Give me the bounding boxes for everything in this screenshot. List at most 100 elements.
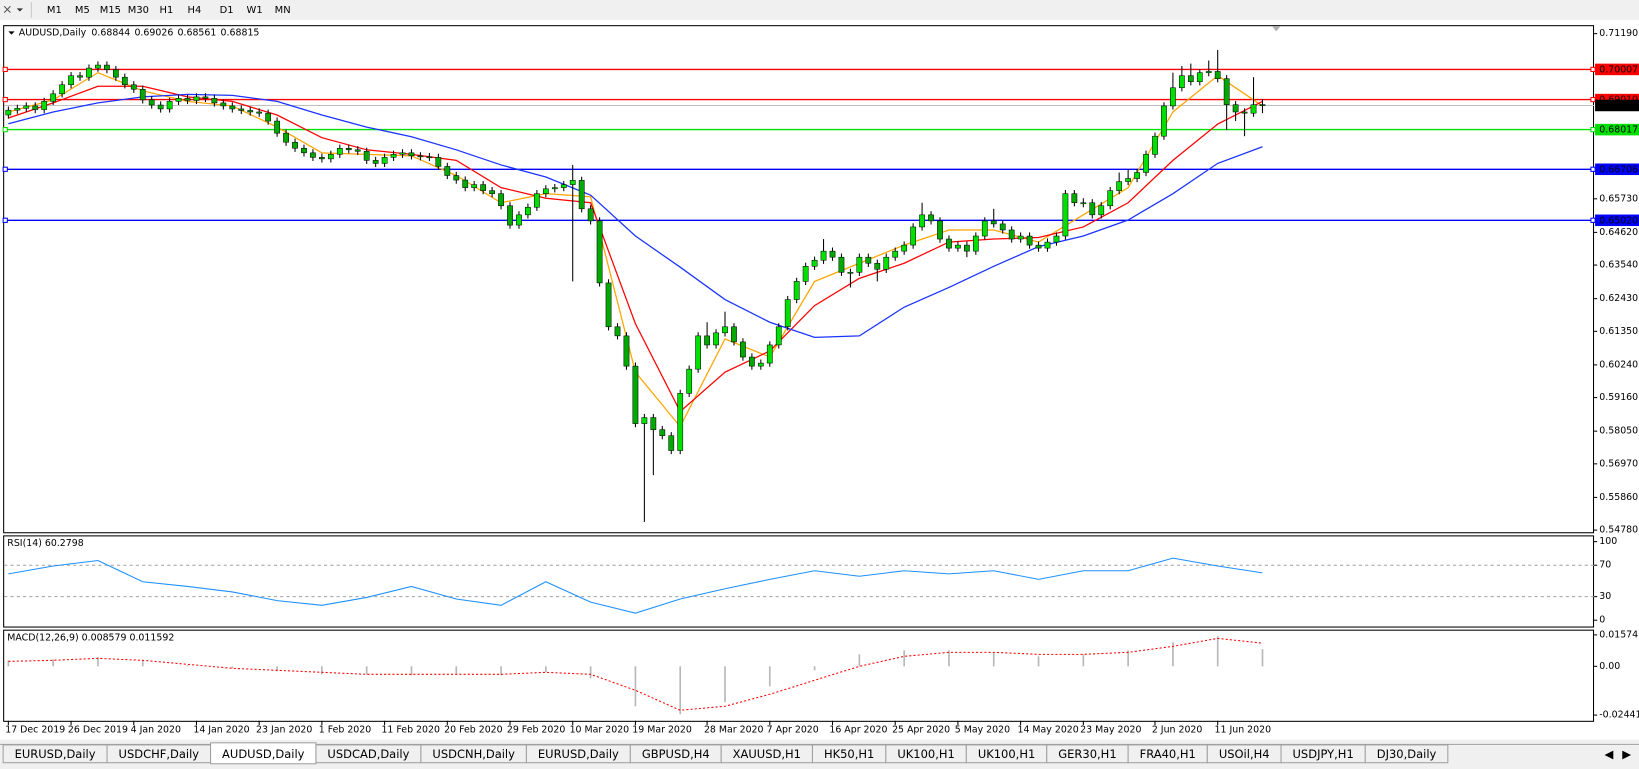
timeframe-label[interactable]: M5 [75,5,90,16]
timeframe-button[interactable] [69,1,96,18]
candle-body [274,120,280,134]
timeframe-label[interactable]: MN [275,5,291,16]
candle-body [23,105,30,109]
candle-body [1161,105,1167,137]
candle-body [408,152,415,157]
candle-body [838,256,845,273]
timeframe-button[interactable] [181,1,208,18]
candle-body [874,262,881,270]
tab-label[interactable]: EURUSD,Daily [538,747,619,761]
candle-body [1080,202,1087,205]
level-label-box [1595,214,1639,227]
timeframe-button[interactable] [125,1,152,18]
timeframe-label[interactable]: M1 [47,5,62,16]
candle-body [59,84,65,95]
tab-label[interactable]: USDCAD,Daily [327,747,409,761]
level-label-box [1595,93,1639,106]
candle-body [175,98,182,102]
histogram-bar [768,666,771,687]
x-tick-label: 10 Mar 2020 [570,725,630,736]
candle-body [775,326,782,346]
price-panel [3,25,1595,534]
candle-body [310,152,316,158]
level-label: 0.65020 [1599,215,1638,226]
candle-body [184,98,191,101]
histogram-bar [1261,649,1264,667]
candle-body [695,335,702,370]
tab-label[interactable]: EURUSD,Daily [15,747,96,761]
indicator-line [8,557,1263,614]
candle-body [1116,181,1123,191]
tab-label[interactable]: AUDUSD,Daily [222,747,305,761]
tab-label[interactable]: XAUUSD,H1 [733,747,801,761]
candle-body [569,180,576,185]
candle-body [301,148,307,154]
candle-body [1053,235,1060,243]
candle-body [256,111,263,114]
candle-body [999,223,1006,231]
candle-body [1214,71,1221,79]
candle-body [1098,205,1105,216]
candle-body [498,193,504,207]
candle-body [435,157,442,167]
x-tick-label: 2 Jun 2020 [1152,725,1203,736]
candle-body [981,220,988,237]
shift-marker [1272,26,1281,32]
x-tick-label: 11 Jun 2020 [1215,725,1272,736]
candle-body [686,368,693,394]
x-tick-label: 5 May 2020 [955,725,1010,736]
timeframe-button[interactable] [41,1,68,18]
timeframe-label[interactable]: M15 [100,5,121,16]
candle-body [121,76,128,86]
tab-label[interactable]: GER30,H1 [1058,747,1116,761]
tab-scroll-left[interactable]: ◀ [1605,747,1614,761]
tab[interactable] [1364,744,1449,764]
timeframe-label[interactable]: H1 [160,5,174,16]
candle-body [166,101,173,110]
tab-label[interactable]: USDCHF,Daily [119,747,200,761]
x-tick-label: 20 Feb 2020 [444,725,502,736]
timeframe-button[interactable] [213,1,240,18]
toolbar-dropdown[interactable] [16,8,23,12]
tab-label[interactable]: USOil,H4 [1219,747,1270,761]
tab-label[interactable]: USDJPY,H1 [1293,747,1354,761]
histogram-bar [1037,656,1040,667]
tab-label[interactable]: UK100,H1 [978,747,1035,761]
tab-label[interactable]: UK100,H1 [897,747,954,761]
y-tick-label: 0.58050 [1599,426,1638,437]
candle-body [1026,235,1033,246]
tab-scroll-right[interactable]: ▶ [1622,747,1631,761]
candle-body [955,244,961,249]
candle-body [426,156,433,159]
timeframe-label[interactable]: M30 [128,5,149,16]
tab-label[interactable]: USDCNH,Daily [432,747,515,761]
candle-body [104,64,110,70]
tab-label[interactable]: GBPUSD,H4 [642,747,710,761]
timeframe-button[interactable] [241,1,268,18]
toolbar-icon[interactable] [3,5,11,13]
histogram-bar [455,666,458,675]
timeframe-button[interactable] [269,1,296,18]
y-tick-label: 0.56970 [1599,458,1638,469]
tab-label[interactable]: FRA40,H1 [1140,747,1196,761]
y-tick-label: 0.00 [1599,661,1620,672]
tab-label[interactable]: HK50,H1 [824,747,874,761]
timeframe-label[interactable]: H4 [188,5,202,16]
candle-body [1178,75,1185,89]
timeframe-label[interactable]: D1 [220,5,234,16]
tab-label[interactable]: DJ30,Daily [1377,747,1437,761]
candle-body [327,154,334,160]
candle-body [363,151,370,161]
chart-menu-arrow[interactable] [8,31,15,35]
candle-body [1250,104,1257,114]
timeframe-label[interactable]: W1 [247,5,263,16]
timeframe-button[interactable] [97,1,124,18]
timeframe-button[interactable] [153,1,180,18]
histogram-bar [724,666,726,703]
candle-body [551,187,558,190]
histogram-bar [858,654,861,667]
candle-body [50,93,57,102]
y-tick-label: 0.55860 [1599,492,1638,503]
level-marker [2,217,8,223]
histogram-bar [679,666,682,715]
